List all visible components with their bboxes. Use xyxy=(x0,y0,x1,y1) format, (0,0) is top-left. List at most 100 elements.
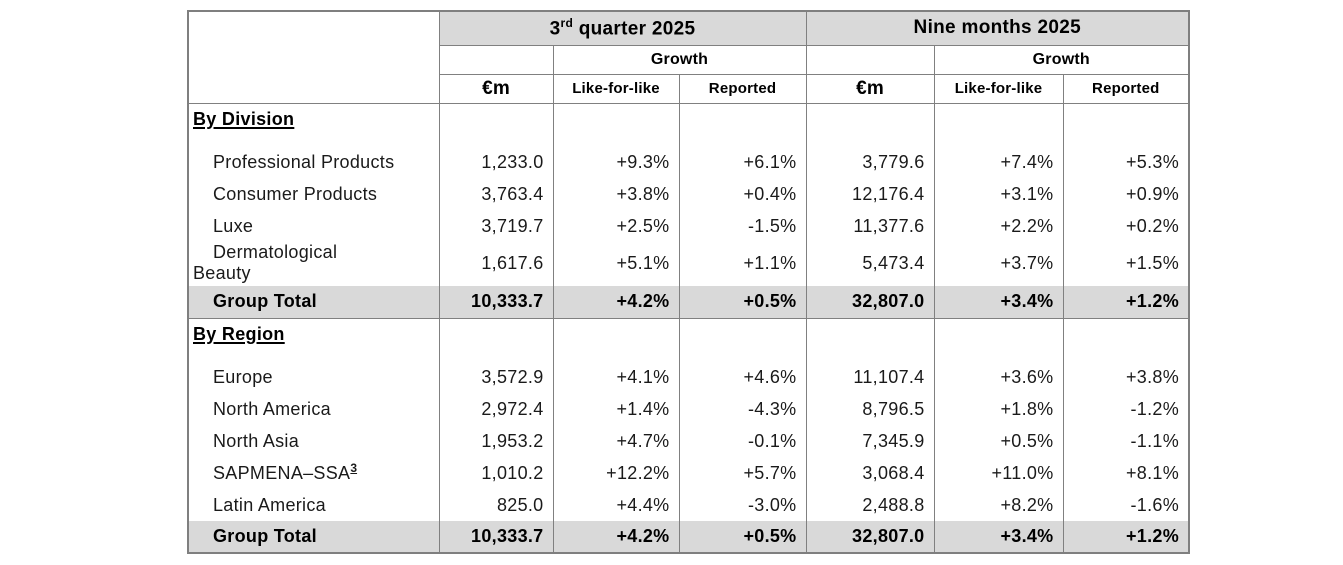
cell-nm-rep: +3.8% xyxy=(1062,361,1190,393)
growth-header-q3: Growth xyxy=(552,45,806,75)
financial-results-section: 3rd quarter 2025 Nine months 2025 Growth… xyxy=(187,10,1191,554)
cell-nm-lfl: +3.7% xyxy=(933,242,1063,286)
cell-nm-m: 8,796.5 xyxy=(805,393,934,425)
table-row: Consumer Products 3,763.4 +3.8% +0.4% 12,176… xyxy=(188,178,1190,210)
cell-q3-rep: -0.1% xyxy=(678,425,806,457)
row-label: Professional Products xyxy=(213,152,395,172)
total-cell-q3-rep: +0.5% xyxy=(678,286,806,319)
cell-q3-m: 1,233.0 xyxy=(438,146,553,178)
group-total-label: Group Total xyxy=(188,521,439,554)
results-table: 3rd quarter 2025 Nine months 2025 Growth… xyxy=(187,10,1191,554)
cell-q3-m: 1,010.2 xyxy=(438,457,553,489)
cell-nm-rep: +1.5% xyxy=(1062,242,1190,286)
cell-q3-rep: -1.5% xyxy=(678,210,806,242)
section-title-text: By Division xyxy=(193,108,295,129)
cell-nm-lfl: +3.1% xyxy=(933,178,1063,210)
cell-nm-lfl: +11.0% xyxy=(933,457,1063,489)
section-title: By Region xyxy=(188,318,439,361)
cell-q3-rep: +4.6% xyxy=(678,361,806,393)
cell-nm-rep: -1.1% xyxy=(1062,425,1190,457)
total-cell-q3-rep: +0.5% xyxy=(678,521,806,554)
cell-q3-m: 3,763.4 xyxy=(438,178,553,210)
like-for-like-header-q3: Like-for-like xyxy=(552,74,679,104)
cell-q3-lfl: +9.3% xyxy=(552,146,679,178)
cell-q3-lfl: +4.7% xyxy=(552,425,679,457)
row-label: Latin America xyxy=(213,495,326,515)
row-label: Consumer Products xyxy=(213,184,378,204)
cell-nm-lfl: +2.2% xyxy=(933,210,1063,242)
row-label: Luxe xyxy=(213,216,254,236)
cell-nm-lfl: +7.4% xyxy=(933,146,1063,178)
table-row: SAPMENA–SSA3 1,010.2 +12.2% +5.7% 3,068.4 +11… xyxy=(188,457,1190,489)
cell-nm-lfl: +8.2% xyxy=(933,489,1063,521)
q3-ordinal-sup: rd xyxy=(560,16,574,31)
cell-q3-rep: +6.1% xyxy=(678,146,806,178)
cell-q3-m: 2,972.4 xyxy=(438,393,553,425)
group-total-row: Group Total 10,333.7 +4.2% +0.5% 32,807.0 +3.… xyxy=(188,286,1190,319)
empty-cell xyxy=(805,318,934,361)
eur-m-header-q3: €m xyxy=(438,74,553,104)
empty-cell xyxy=(678,103,806,146)
cell-nm-m: 2,488.8 xyxy=(805,489,934,521)
q3-number: 3 xyxy=(549,18,561,40)
table-row: Dermatological Beauty 1,617.6 +5.1% +1.1% 5,… xyxy=(188,242,1190,286)
row-label: Dermatological Beauty xyxy=(193,242,338,283)
group-total-row: Group Total 10,333.7 +4.2% +0.5% 32,807.0 +3.… xyxy=(188,521,1190,554)
section-title-row: By Division xyxy=(188,103,1190,146)
empty-header-cell-nm xyxy=(805,45,934,75)
cell-q3-lfl: +4.4% xyxy=(552,489,679,521)
cell-q3-lfl: +1.4% xyxy=(552,393,679,425)
header-period-row: 3rd quarter 2025 Nine months 2025 xyxy=(188,11,1190,104)
cell-nm-m: 12,176.4 xyxy=(805,178,934,210)
total-cell-nm-rep: +1.2% xyxy=(1062,286,1190,319)
header-nine-months-2025: Nine months 2025 xyxy=(805,11,1190,46)
cell-q3-lfl: +12.2% xyxy=(552,457,679,489)
row-label: SAPMENA–SSA3 xyxy=(213,461,358,483)
row-label: North Asia xyxy=(213,431,300,451)
empty-header-cell-q3 xyxy=(438,45,553,75)
table-row: Professional Products 1,233.0 +9.3% +6.1% 3,… xyxy=(188,146,1190,178)
empty-cell xyxy=(552,318,679,361)
cell-q3-lfl: +3.8% xyxy=(552,178,679,210)
empty-cell xyxy=(1062,318,1190,361)
cell-q3-m: 1,953.2 xyxy=(438,425,553,457)
empty-cell xyxy=(438,318,553,361)
table-row: Europe 3,572.9 +4.1% +4.6% 11,107.4 +3.6% +3.8… xyxy=(188,361,1190,393)
cell-nm-rep: -1.6% xyxy=(1062,489,1190,521)
cell-nm-m: 11,107.4 xyxy=(805,361,934,393)
eur-m-header-nm: €m xyxy=(805,74,934,104)
empty-cell xyxy=(438,103,553,146)
cell-q3-m: 1,617.6 xyxy=(438,242,553,286)
total-cell-nm-lfl: +3.4% xyxy=(933,286,1063,319)
total-cell-q3-lfl: +4.2% xyxy=(552,521,679,554)
total-cell-nm-m: 32,807.0 xyxy=(805,521,934,554)
cell-nm-lfl: +0.5% xyxy=(933,425,1063,457)
row-label: North America xyxy=(213,399,331,419)
cell-q3-rep: +1.1% xyxy=(678,242,806,286)
section-title-row: By Region xyxy=(188,318,1190,361)
corner-cell xyxy=(188,11,439,104)
empty-cell xyxy=(1062,103,1190,146)
reported-header-nm: Reported xyxy=(1062,74,1190,104)
cell-nm-m: 11,377.6 xyxy=(805,210,934,242)
header-growth-row: Growth Growth xyxy=(188,45,1190,75)
cell-q3-lfl: +4.1% xyxy=(552,361,679,393)
cell-nm-rep: +8.1% xyxy=(1062,457,1190,489)
row-label: Europe xyxy=(213,367,273,387)
header-columns-row: €m Like-for-like Reported €m Like-for-li… xyxy=(188,74,1190,104)
total-cell-nm-rep: +1.2% xyxy=(1062,521,1190,554)
cell-nm-rep: +5.3% xyxy=(1062,146,1190,178)
total-cell-nm-m: 32,807.0 xyxy=(805,286,934,319)
cell-q3-rep: -4.3% xyxy=(678,393,806,425)
cell-nm-lfl: +1.8% xyxy=(933,393,1063,425)
section-title-text: By Region xyxy=(193,323,285,344)
cell-nm-m: 7,345.9 xyxy=(805,425,934,457)
empty-cell xyxy=(933,103,1063,146)
cell-q3-lfl: +5.1% xyxy=(552,242,679,286)
cell-q3-rep: +0.4% xyxy=(678,178,806,210)
table-row: Latin America 825.0 +4.4% -3.0% 2,488.8 +8.2%… xyxy=(188,489,1190,521)
empty-cell xyxy=(678,318,806,361)
cell-q3-rep: -3.0% xyxy=(678,489,806,521)
cell-q3-m: 825.0 xyxy=(438,489,553,521)
reported-header-q3: Reported xyxy=(678,74,806,104)
